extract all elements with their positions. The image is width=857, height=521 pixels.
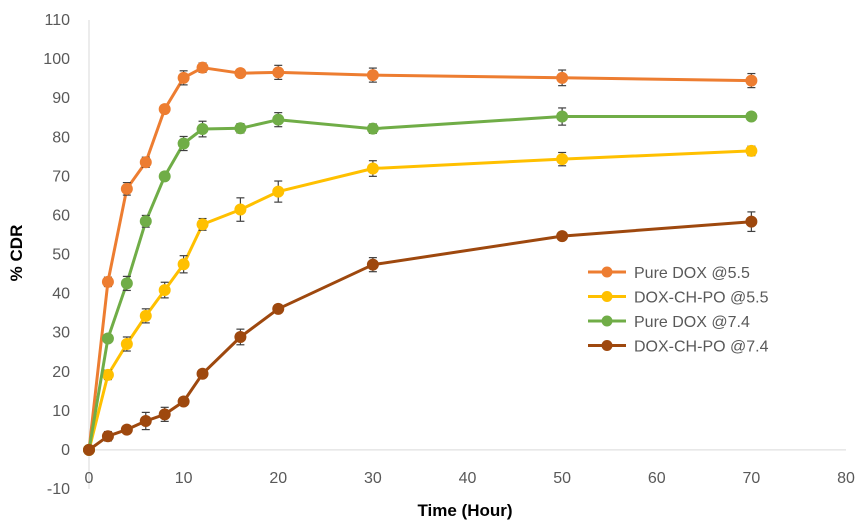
data-point bbox=[83, 443, 95, 456]
series-line bbox=[87, 149, 752, 451]
y-tick-label: 80 bbox=[52, 129, 70, 146]
y-tick-label: 110 bbox=[44, 12, 70, 29]
legend-item: DOX-CH-PO @7.4 bbox=[588, 339, 769, 356]
y-tick-label: 90 bbox=[52, 90, 70, 107]
legend-swatch-marker bbox=[601, 266, 613, 278]
series-4 bbox=[83, 211, 758, 456]
x-tick-label: 40 bbox=[459, 470, 477, 487]
data-point bbox=[139, 309, 152, 322]
y-tick-label: 50 bbox=[52, 247, 70, 264]
data-point bbox=[272, 185, 285, 198]
data-point bbox=[745, 110, 758, 123]
data-point bbox=[120, 423, 133, 436]
y-tick-label: 100 bbox=[43, 51, 70, 68]
data-point bbox=[196, 123, 209, 136]
data-point bbox=[139, 414, 152, 427]
y-tick-label: 40 bbox=[52, 286, 70, 303]
data-point bbox=[272, 113, 285, 126]
data-point bbox=[158, 170, 171, 183]
legend-item: Pure DOX @7.4 bbox=[588, 314, 750, 331]
data-point bbox=[234, 67, 247, 80]
axes: -10 0 10 20 30 40 50 60 70 80 90 100 110 0 10 20 30 40 50 6… bbox=[43, 12, 855, 498]
data-point bbox=[158, 103, 171, 116]
data-point bbox=[177, 137, 190, 150]
y-tick-label: 30 bbox=[52, 325, 70, 342]
data-point bbox=[158, 408, 171, 421]
x-tick-label: 30 bbox=[364, 470, 382, 487]
x-tick-label: 0 bbox=[85, 470, 94, 487]
legend-label: Pure DOX @7.4 bbox=[634, 314, 750, 331]
x-tick-label: 60 bbox=[648, 470, 666, 487]
data-point bbox=[196, 61, 209, 74]
series-line bbox=[87, 66, 752, 451]
series-line bbox=[87, 115, 752, 451]
x-tick-label: 80 bbox=[837, 470, 855, 487]
legend-item: DOX-CH-PO @5.5 bbox=[588, 290, 769, 307]
y-tick-label: 70 bbox=[52, 168, 70, 185]
data-point bbox=[101, 275, 114, 288]
data-point bbox=[272, 66, 285, 79]
data-point bbox=[101, 368, 114, 381]
data-point bbox=[101, 430, 114, 443]
x-tick-label: 20 bbox=[269, 470, 287, 487]
data-point bbox=[234, 203, 247, 216]
x-axis-title: Time (Hour) bbox=[417, 501, 512, 520]
legend-item: Pure DOX @5.5 bbox=[588, 265, 750, 282]
y-tick-label: 0 bbox=[61, 442, 70, 459]
data-point bbox=[177, 71, 190, 84]
data-point bbox=[234, 122, 247, 135]
data-point bbox=[272, 302, 285, 315]
data-point bbox=[120, 277, 133, 290]
data-point bbox=[196, 367, 209, 380]
y-tick-label: -10 bbox=[47, 481, 70, 498]
data-point bbox=[745, 215, 758, 228]
data-point bbox=[177, 258, 190, 271]
x-tick-label: 50 bbox=[553, 470, 571, 487]
data-point bbox=[139, 215, 152, 228]
legend-label: Pure DOX @5.5 bbox=[634, 265, 750, 282]
data-point bbox=[556, 230, 569, 243]
legend-swatch-marker bbox=[601, 315, 613, 327]
data-point bbox=[120, 338, 133, 351]
data-point bbox=[177, 395, 190, 408]
data-point bbox=[101, 332, 114, 345]
legend-label: DOX-CH-PO @5.5 bbox=[634, 290, 769, 307]
data-point bbox=[196, 218, 209, 231]
y-axis-title: % CDR bbox=[7, 225, 26, 282]
y-tick-label: 20 bbox=[52, 364, 70, 381]
data-point bbox=[158, 284, 171, 297]
legend-swatch-marker bbox=[601, 291, 613, 302]
legend-label: DOX-CH-PO @7.4 bbox=[634, 339, 769, 356]
data-point bbox=[366, 162, 379, 175]
series-layer bbox=[83, 61, 758, 456]
data-point bbox=[556, 153, 569, 166]
legend-swatch-marker bbox=[601, 340, 613, 351]
data-point bbox=[120, 182, 133, 195]
data-point bbox=[366, 122, 379, 135]
x-tick-label: 10 bbox=[175, 470, 193, 487]
data-point bbox=[366, 258, 379, 271]
legend: Pure DOX @5.5 DOX-CH-PO @5.5 Pure DOX @7.4… bbox=[588, 265, 769, 356]
data-point bbox=[745, 144, 758, 157]
data-point bbox=[139, 156, 152, 169]
y-tick-label: 10 bbox=[52, 403, 70, 420]
data-point bbox=[556, 71, 569, 84]
series-2 bbox=[83, 144, 758, 456]
y-tick-label: 60 bbox=[52, 207, 70, 224]
data-point bbox=[366, 69, 379, 82]
data-point bbox=[234, 330, 247, 343]
x-tick-label: 70 bbox=[742, 470, 760, 487]
data-point bbox=[556, 110, 569, 123]
data-point bbox=[745, 74, 758, 87]
